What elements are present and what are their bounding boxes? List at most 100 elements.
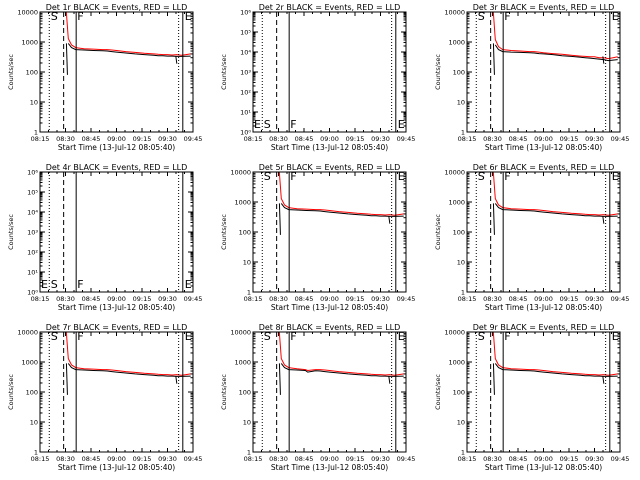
x-tick-label: 09:00	[320, 135, 339, 143]
y-tick-label: 100	[26, 389, 38, 397]
events-dip-0	[492, 363, 495, 395]
lld-series-line	[492, 172, 618, 216]
panel-det-2r: 10⁰ 10¹ 10² 10³ 10⁴ 10⁵ 10⁶ 08:15 08:30 08:45 09:0…	[220, 3, 415, 152]
x-axis-label: Start Time (13-Jul-12 08:05:40)	[485, 303, 602, 312]
x-tick-label: 09:45	[184, 135, 203, 143]
x-axis-label: Start Time (13-Jul-12 08:05:40)	[58, 463, 175, 472]
x-tick-label: 08:30	[269, 295, 288, 303]
panel-det-4r: 10⁰ 10¹ 10² 10³ 10⁴ 10⁵ 10⁶ 08:15 08:30 08:45 09:0…	[7, 163, 202, 312]
x-tick-label: 09:30	[585, 455, 604, 463]
y-tick-label: 10	[457, 259, 465, 267]
interval-marker-S: S	[478, 330, 485, 343]
interval-marker-E: E	[612, 330, 619, 343]
interval-marker-S: S	[264, 118, 271, 131]
plot-frame	[252, 331, 407, 453]
y-tick-label: 1000	[448, 199, 465, 207]
x-tick-label: 08:45	[82, 135, 101, 143]
x-axis-label: Start Time (13-Jul-12 08:05:40)	[485, 143, 602, 152]
y-tick-label: 10⁰	[240, 129, 251, 137]
interval-marker-E: E	[398, 118, 405, 131]
panel-title: Det 8r BLACK = Events, RED = LLD	[259, 323, 401, 332]
x-tick-label: 09:15	[133, 135, 152, 143]
y-tick-label: 1000	[234, 199, 251, 207]
panel-title: Det 2r BLACK = Events, RED = LLD	[259, 3, 401, 12]
y-tick-label: 10	[457, 99, 465, 107]
y-tick-label: 1	[247, 449, 251, 457]
panel-det-8r: 1 10 100 1000 10000 08:15 08:30 08:45 09:00 09:15…	[220, 323, 415, 472]
x-tick-label: 09:30	[158, 295, 177, 303]
panel-title: Det 1r BLACK = Events, RED = LLD	[46, 3, 188, 12]
interval-marker-E: E	[185, 10, 192, 23]
events-dip-0	[65, 43, 68, 75]
y-tick-label: 10⁵	[240, 29, 251, 37]
y-axis-label: Counts/sec	[434, 54, 442, 90]
x-tick-label: 09:00	[534, 455, 553, 463]
y-tick-label: 10000	[17, 9, 38, 17]
y-tick-label: 10	[243, 259, 251, 267]
interval-marker-S: S	[478, 10, 485, 23]
plot-frame	[252, 11, 407, 133]
y-tick-label: 1	[461, 449, 465, 457]
x-tick-label: 09:15	[346, 295, 365, 303]
x-axis-label: Start Time (13-Jul-12 08:05:40)	[271, 303, 388, 312]
interval-marker-F: F	[290, 118, 296, 131]
y-tick-label: 10⁴	[240, 49, 251, 57]
x-tick-label: 08:30	[483, 455, 502, 463]
lld-series-line	[65, 332, 191, 376]
events-dip-0	[278, 203, 281, 235]
y-tick-label: 100	[453, 229, 465, 237]
plot-frame	[39, 11, 194, 133]
y-tick-label: 10	[457, 419, 465, 427]
x-tick-label: 08:15	[244, 295, 263, 303]
interval-marker-F: F	[77, 330, 83, 343]
x-tick-label: 09:30	[158, 455, 177, 463]
x-tick-label: 09:15	[346, 455, 365, 463]
x-tick-label: 09:45	[611, 455, 630, 463]
events-dip-0	[492, 203, 495, 235]
y-tick-label: 10000	[230, 329, 251, 337]
interval-marker-E: E	[41, 278, 48, 291]
x-tick-label: 09:45	[184, 295, 203, 303]
events-dip-0	[278, 363, 281, 395]
y-axis-label: Counts/sec	[220, 214, 228, 250]
y-tick-label: 10²	[27, 249, 38, 257]
y-tick-label: 10000	[444, 329, 465, 337]
x-tick-label: 09:00	[107, 455, 126, 463]
x-axis-label: Start Time (13-Jul-12 08:05:40)	[271, 143, 388, 152]
plot-frame	[39, 171, 194, 293]
events-dip-1	[602, 216, 605, 224]
y-tick-label: 100	[239, 389, 251, 397]
x-tick-label: 08:15	[458, 295, 477, 303]
x-tick-label: 09:15	[133, 455, 152, 463]
x-axis-label: Start Time (13-Jul-12 08:05:40)	[58, 303, 175, 312]
y-tick-label: 10⁴	[27, 209, 38, 217]
interval-marker-S: S	[51, 278, 58, 291]
x-tick-label: 09:30	[371, 455, 390, 463]
x-tick-label: 09:15	[346, 135, 365, 143]
events-dip-0	[65, 363, 68, 395]
y-tick-label: 10³	[27, 229, 38, 237]
x-tick-label: 08:15	[31, 295, 50, 303]
y-tick-label: 10¹	[240, 109, 251, 117]
panel-title: Det 9r BLACK = Events, RED = LLD	[473, 323, 615, 332]
y-axis-label: Counts/sec	[434, 214, 442, 250]
lld-series-line	[65, 12, 191, 56]
x-tick-label: 08:15	[458, 455, 477, 463]
y-tick-label: 10000	[444, 9, 465, 17]
plot-frame	[39, 331, 194, 453]
y-tick-label: 10⁶	[27, 169, 38, 177]
y-tick-label: 1	[34, 449, 38, 457]
lld-series-line	[278, 172, 404, 216]
y-tick-label: 100	[239, 229, 251, 237]
events-dip-1	[602, 376, 605, 384]
events-series-line	[494, 203, 618, 217]
y-tick-label: 10⁵	[27, 189, 38, 197]
panel-det-7r: 1 10 100 1000 10000 08:15 08:30 08:45 09:00 09:15…	[7, 323, 202, 472]
x-tick-label: 08:30	[56, 455, 75, 463]
plot-frame	[252, 171, 407, 293]
panel-title: Det 7r BLACK = Events, RED = LLD	[46, 323, 188, 332]
y-tick-label: 1000	[234, 359, 251, 367]
events-dip-1	[175, 56, 178, 64]
events-series-line	[494, 44, 618, 62]
y-tick-label: 10	[30, 99, 38, 107]
